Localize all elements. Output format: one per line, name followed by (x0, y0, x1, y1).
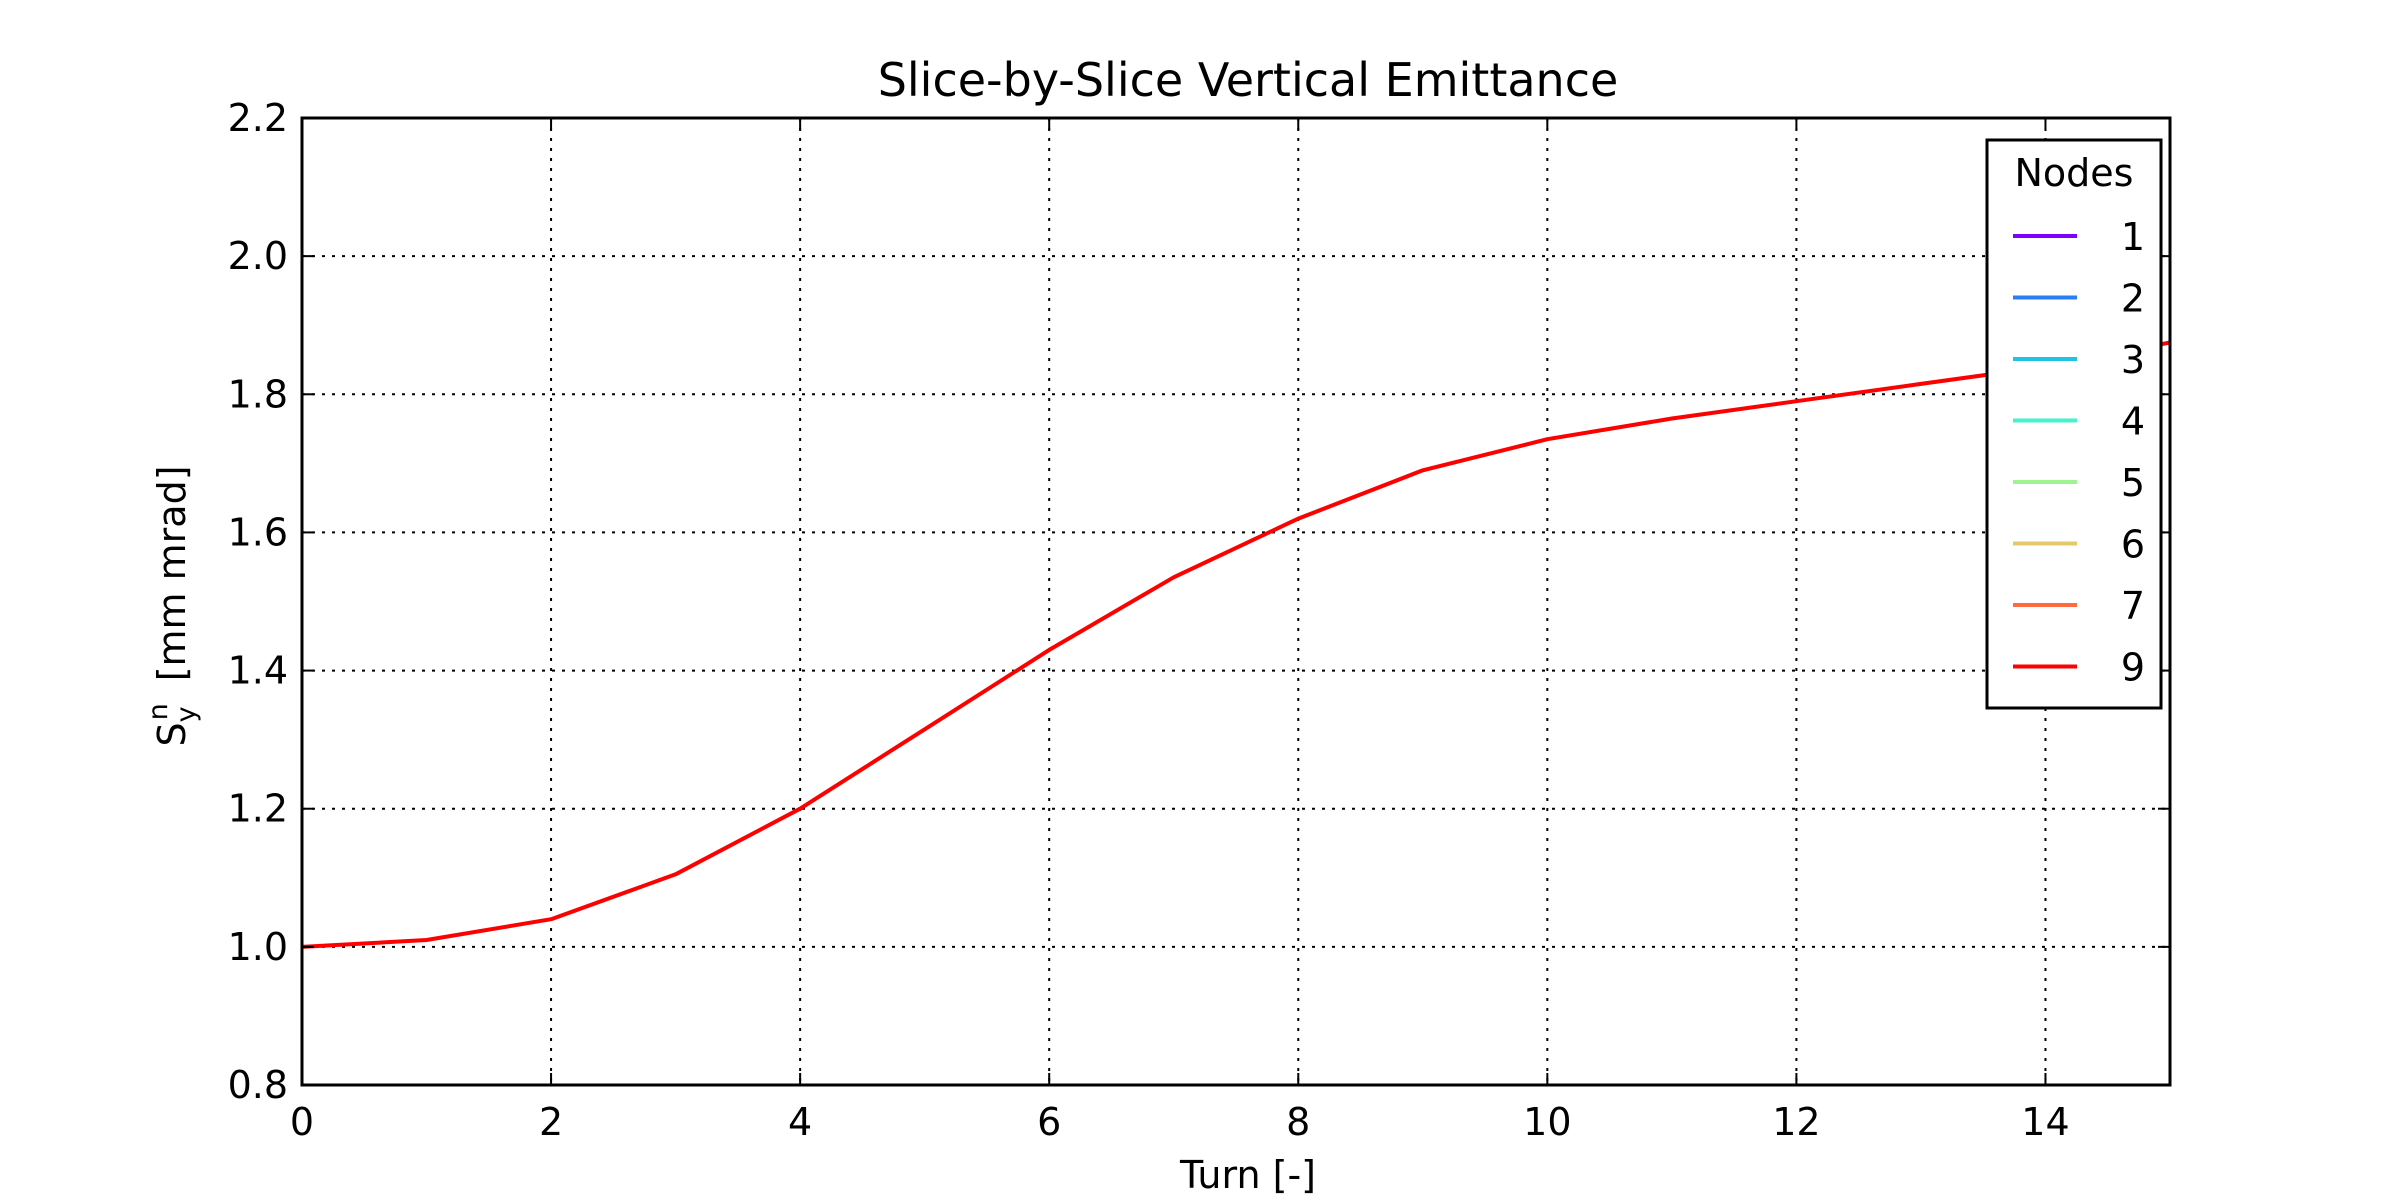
y-tick-label: 2.2 (228, 96, 288, 140)
legend-entry: 7 (2013, 584, 2145, 628)
y-axis-tick-labels: 0.8 1.0 1.2 1.4 1.6 1.8 2.0 2.2 (228, 96, 288, 1107)
y-tick-label: 1.0 (228, 925, 288, 969)
y-tick-label: 1.6 (228, 510, 288, 554)
legend-entry: 9 (2013, 646, 2145, 690)
legend-entries: 1 2 3 4 5 6 7 9 (2013, 215, 2145, 690)
y-tick-label: 1.4 (228, 649, 288, 693)
legend-entry: 2 (2013, 277, 2145, 321)
y-tick-label: 0.8 (228, 1063, 288, 1107)
legend-label: 2 (2121, 277, 2145, 321)
y-axis-label-text: Syn [mm mrad] (143, 465, 202, 746)
legend-label: 9 (2121, 646, 2145, 690)
y-tick-label: 1.2 (228, 787, 288, 831)
legend-entry: 4 (2013, 400, 2145, 444)
legend-entry: 3 (2013, 338, 2145, 382)
series-layer (301, 340, 2171, 949)
series-line-9 (301, 340, 2171, 949)
x-tick-label: 6 (1037, 1100, 1061, 1144)
x-tick-label: 14 (2021, 1100, 2069, 1144)
y-axis-label: Syn [mm mrad] (143, 465, 202, 746)
legend-label: 6 (2121, 523, 2145, 567)
y-axis-label-superscript: n (143, 703, 174, 720)
legend-title: Nodes (2015, 151, 2134, 195)
x-tick-label: 8 (1286, 1100, 1310, 1144)
y-axis-label-unit: [mm mrad] (150, 465, 194, 681)
x-tick-label: 4 (788, 1100, 812, 1144)
legend-entry: 5 (2013, 461, 2145, 505)
axis-ticks (301, 117, 2170, 1086)
y-tick-label: 2.0 (228, 234, 288, 278)
y-tick-label: 1.8 (228, 372, 288, 416)
x-tick-label: 0 (290, 1100, 314, 1144)
x-tick-label: 12 (1772, 1100, 1820, 1144)
legend-label: 3 (2121, 338, 2145, 382)
legend-label: 5 (2121, 461, 2145, 505)
y-axis-label-subscript: y (171, 706, 202, 722)
chart-title: Slice-by-Slice Vertical Emittance (878, 53, 1619, 107)
legend-label: 4 (2121, 400, 2145, 444)
legend-entry: 1 (2013, 215, 2145, 259)
x-tick-label: 2 (539, 1100, 563, 1144)
legend-entry: 6 (2013, 523, 2145, 567)
legend-label: 7 (2121, 584, 2145, 628)
x-tick-label: 10 (1523, 1100, 1571, 1144)
legend-label: 1 (2121, 215, 2145, 259)
legend: Nodes 1 2 3 4 5 6 7 9 (1985, 138, 2163, 710)
x-axis-label: Turn [-] (1179, 1153, 1316, 1197)
y-axis-label-base: S (150, 722, 194, 746)
x-axis-tick-labels: 0 2 4 6 8 10 12 14 (290, 1100, 2070, 1144)
plot-area (300, 116, 2172, 1087)
